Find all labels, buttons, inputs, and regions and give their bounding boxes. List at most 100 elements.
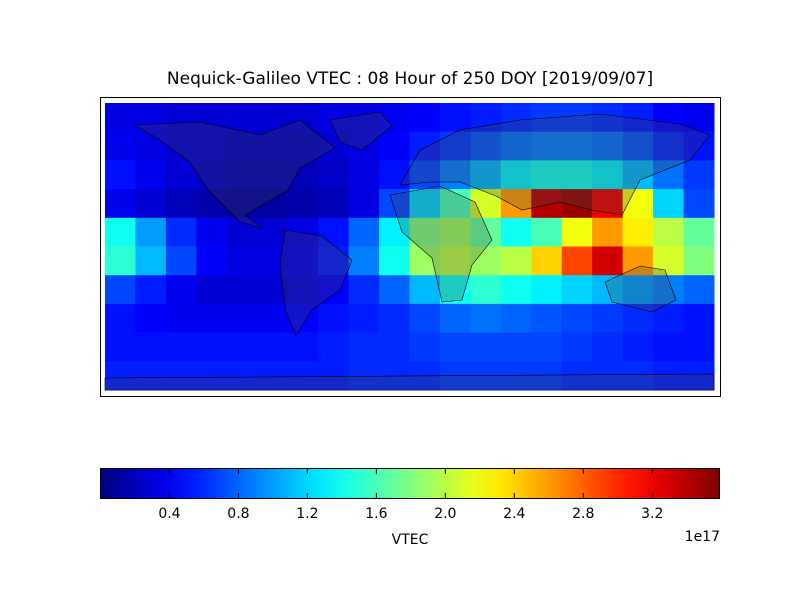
land: [104, 373, 715, 391]
heat-cell: [226, 160, 258, 190]
heat-cell: [439, 189, 471, 219]
heat-cell: [622, 332, 654, 362]
heat-cell: [135, 189, 167, 219]
heat-cell: [226, 246, 258, 276]
heat-cell: [105, 160, 136, 190]
heat-cell: [257, 103, 289, 133]
heat-cell: [287, 332, 319, 362]
heat-cell: [561, 303, 593, 334]
heat-cell: [500, 275, 532, 305]
heat-cell: [379, 160, 410, 190]
heat-cell: [165, 160, 197, 190]
heat-cell: [165, 103, 197, 133]
heat-cell: [622, 217, 654, 247]
heat-cell: [592, 332, 624, 362]
heat-cell: [257, 160, 289, 190]
heat-cell: [196, 332, 228, 362]
colorbar-tick-label: 2.0: [434, 506, 456, 522]
heat-cell: [470, 361, 502, 391]
heat-cell: [439, 160, 471, 190]
heat-cell: [379, 131, 410, 161]
heat-cell: [622, 131, 654, 161]
heat-cell: [105, 303, 136, 334]
heat-cell: [622, 246, 654, 276]
land: [133, 119, 336, 229]
land: [604, 265, 677, 313]
heat-cell: [105, 189, 136, 219]
land: [389, 185, 493, 303]
heat-cell: [683, 131, 715, 161]
heat-cell: [105, 361, 136, 391]
heat-cell: [348, 332, 380, 362]
heat-cell: [348, 246, 380, 276]
heat-cell: [226, 189, 258, 219]
heat-cell: [318, 246, 350, 276]
heat-cell: [226, 303, 258, 334]
heat-cell: [348, 217, 380, 247]
heat-cell: [500, 160, 532, 190]
heat-cell: [135, 217, 167, 247]
heat-cell: [592, 246, 624, 276]
colorbar-label: VTEC: [392, 532, 429, 548]
heat-cell: [622, 160, 654, 190]
heat-cell: [165, 361, 197, 391]
heat-cell: [287, 131, 319, 161]
heat-cell: [257, 332, 289, 362]
heat-cell: [561, 160, 593, 190]
heat-cell: [683, 303, 715, 334]
heat-cell: [318, 217, 350, 247]
heat-cell: [592, 103, 624, 133]
heat-cell: [318, 189, 350, 219]
heat-cell: [318, 160, 350, 190]
heat-cell: [135, 246, 167, 276]
colorbar-offset: 1e17: [685, 529, 720, 545]
heat-cell: [531, 303, 563, 334]
colorbar-tick-label: 1.2: [296, 506, 318, 522]
heat-cell: [500, 361, 532, 391]
heat-cell: [500, 217, 532, 247]
heat-cell: [165, 217, 197, 247]
heat-cell: [470, 217, 502, 247]
heat-cell: [196, 131, 228, 161]
heat-cell: [135, 103, 167, 133]
heat-cell: [196, 303, 228, 334]
heat-cell: [439, 103, 471, 133]
heat-cell: [135, 303, 167, 334]
heat-cell: [409, 332, 441, 362]
heat-cell: [653, 217, 685, 247]
heat-cell: [683, 160, 715, 190]
heat-cell: [592, 160, 624, 190]
heat-cell: [531, 332, 563, 362]
heat-cell: [500, 131, 532, 161]
land: [329, 111, 393, 151]
heat-cell: [470, 332, 502, 362]
heat-cell: [561, 361, 593, 391]
heat-cell: [683, 275, 715, 305]
heat-cell: [135, 275, 167, 305]
heat-cell: [165, 303, 197, 334]
heat-cell: [105, 131, 136, 161]
heat-cell: [348, 131, 380, 161]
heat-cell: [653, 332, 685, 362]
heat-cell: [653, 103, 685, 133]
heat-cell: [165, 189, 197, 219]
heat-cell: [409, 160, 441, 190]
heat-cell: [348, 103, 380, 133]
heat-cell: [105, 332, 136, 362]
heat-cell: [165, 275, 197, 305]
heat-cell: [683, 361, 715, 391]
colorbar-tick-label: 1.6: [365, 506, 387, 522]
heat-cell: [470, 275, 502, 305]
heat-cell: [683, 332, 715, 362]
heat-cell: [196, 217, 228, 247]
heat-cell: [500, 246, 532, 276]
heat-cell: [379, 332, 410, 362]
heat-cell: [287, 217, 319, 247]
heat-cell: [379, 246, 410, 276]
heat-cell: [500, 303, 532, 334]
heat-cell: [439, 303, 471, 334]
colorbar: [100, 468, 720, 499]
heat-cell: [379, 217, 410, 247]
colorbar-tick-label: 0.8: [227, 506, 249, 522]
